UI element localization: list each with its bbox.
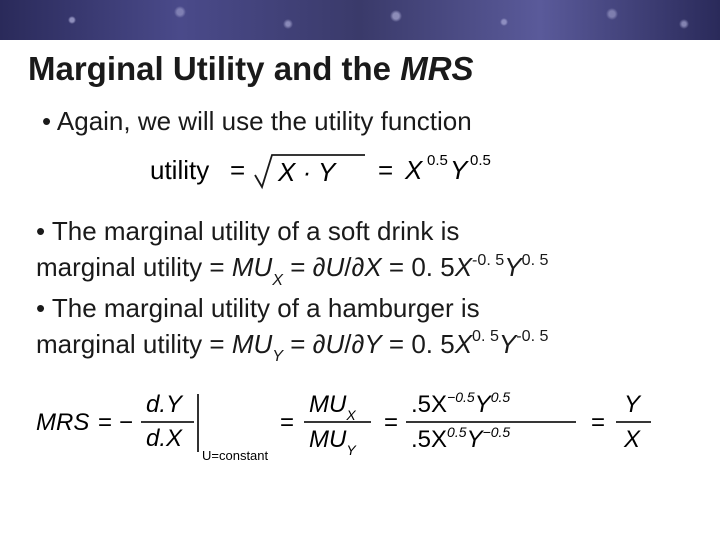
muy-line: marginal utility = MUY = ∂U/∂Y = 0. 5X0.… (36, 327, 692, 365)
mrs-muX: MUX (309, 391, 356, 423)
l3-e2: 0. 5 (522, 251, 549, 269)
l3-b: = ∂ (283, 252, 325, 282)
eq-Y: Y (450, 155, 469, 185)
mrs-den2: .5X0.5Y−0.5 (411, 424, 510, 453)
l5-b: = ∂ (283, 329, 325, 359)
mrs-lhs: MRS (36, 409, 89, 436)
eq-lhs: utility (150, 155, 209, 185)
mrs-finalY: Y (624, 391, 642, 418)
mux-line: marginal utility = MUX = ∂U/∂X = 0. 5X-0… (36, 250, 692, 288)
mrs-muY: MUY (309, 426, 357, 458)
mrs-eq1: = (98, 409, 112, 436)
l5-sub: Y (272, 347, 283, 365)
mrs-equation: MRS = − d.Y d.X U=constant = MUX MUY = .… (36, 380, 692, 475)
l3-d: = 0. 5 (382, 252, 455, 282)
mrs-dY: d.Y (146, 391, 184, 418)
l3-c: /∂ (344, 252, 364, 282)
mrs-neg: − (119, 409, 133, 436)
bullet-2: • The marginal utility of a soft drink i… (36, 214, 692, 248)
eq-sqrt-arg: X · Y (277, 157, 337, 187)
l5-a: marginal utility = (36, 329, 232, 359)
l3-X: X (364, 252, 381, 282)
l3-mu: MU (232, 252, 272, 282)
bullet-1: • Again, we will use the utility functio… (42, 106, 692, 137)
mrs-eq4: = (591, 409, 605, 436)
eq-exp1: 0.5 (427, 152, 448, 169)
mrs-finalX: X (623, 426, 641, 453)
l5-Yb: Y (499, 329, 516, 359)
l5-mu: MU (232, 329, 272, 359)
eq-exp2: 0.5 (470, 152, 491, 169)
l5-c: /∂ (344, 329, 364, 359)
eq-equals1: = (230, 155, 245, 185)
l3-a: marginal utility = (36, 252, 232, 282)
l5-U: U (325, 329, 344, 359)
mrs-num2: .5X−0.5Y0.5 (411, 389, 510, 418)
eq-equals2: = (378, 155, 393, 185)
mrs-dX: d.X (146, 425, 183, 452)
l5-e2: -0. 5 (516, 327, 548, 345)
mrs-eq3: = (384, 409, 398, 436)
slide-content: Marginal Utility and the MRS • Again, we… (0, 40, 720, 475)
l3-e1: -0. 5 (472, 251, 504, 269)
title-text-a: Marginal Utility and the (28, 50, 400, 87)
title-mrs: MRS (400, 50, 473, 87)
decorative-header-strip (0, 0, 720, 40)
l3-Yb: Y (504, 252, 521, 282)
l5-d: = 0. 5 (382, 329, 455, 359)
l5-Xb: X (455, 329, 472, 359)
utility-equation: utility = X · Y = X 0.5 Y 0.5 (28, 147, 692, 200)
l5-Y: Y (364, 329, 381, 359)
bullet-3: • The marginal utility of a hamburger is (36, 291, 692, 325)
l3-sub: X (272, 271, 283, 289)
slide-title: Marginal Utility and the MRS (28, 50, 692, 88)
eq-X: X (404, 155, 424, 185)
l5-e1: 0. 5 (472, 327, 499, 345)
l3-Xb: X (455, 252, 472, 282)
mrs-cond: U=constant (202, 448, 269, 463)
mrs-eq2: = (280, 409, 294, 436)
l3-U: U (325, 252, 344, 282)
